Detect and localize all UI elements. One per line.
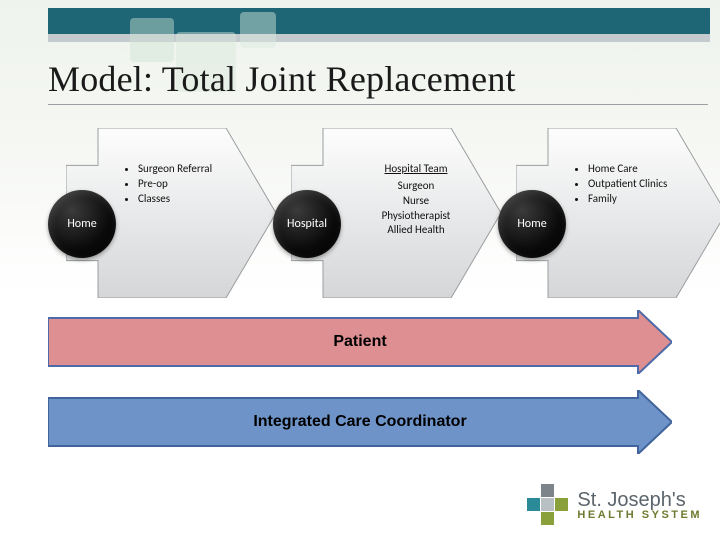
care-path-flow: HomeSurgeon ReferralPre-opClasses Hospit… [48,128,700,298]
stage-details: Surgeon ReferralPre-opClasses [126,162,256,207]
flow-stage: HomeHome CareOutpatient ClinicsFamily [498,128,720,298]
deco-square [240,12,276,48]
stage-details: Home CareOutpatient ClinicsFamily [576,162,706,207]
flow-stage: HomeSurgeon ReferralPre-opClasses [48,128,273,298]
flow-bar: Patient [48,318,672,366]
logo-line2: HEALTH SYSTEM [577,510,702,521]
stage-details: Hospital TeamSurgeonNursePhysiotherapist… [351,162,481,238]
deco-square [130,18,174,62]
stage-badge: Hospital [273,190,341,258]
logo-mark [527,484,569,526]
flow-bar-label: Integrated Care Coordinator [48,398,672,446]
logo-line1: St. Joseph's [577,490,702,510]
stage-badge: Home [498,190,566,258]
org-logo: St. Joseph's HEALTH SYSTEM [527,484,702,526]
page-title: Model: Total Joint Replacement [48,58,700,100]
flow-stage: HospitalHospital TeamSurgeonNursePhysiot… [273,128,498,298]
stage-badge: Home [48,190,116,258]
flow-bar-label: Patient [48,318,672,366]
title-underline [48,104,708,105]
flow-bar: Integrated Care Coordinator [48,398,672,446]
